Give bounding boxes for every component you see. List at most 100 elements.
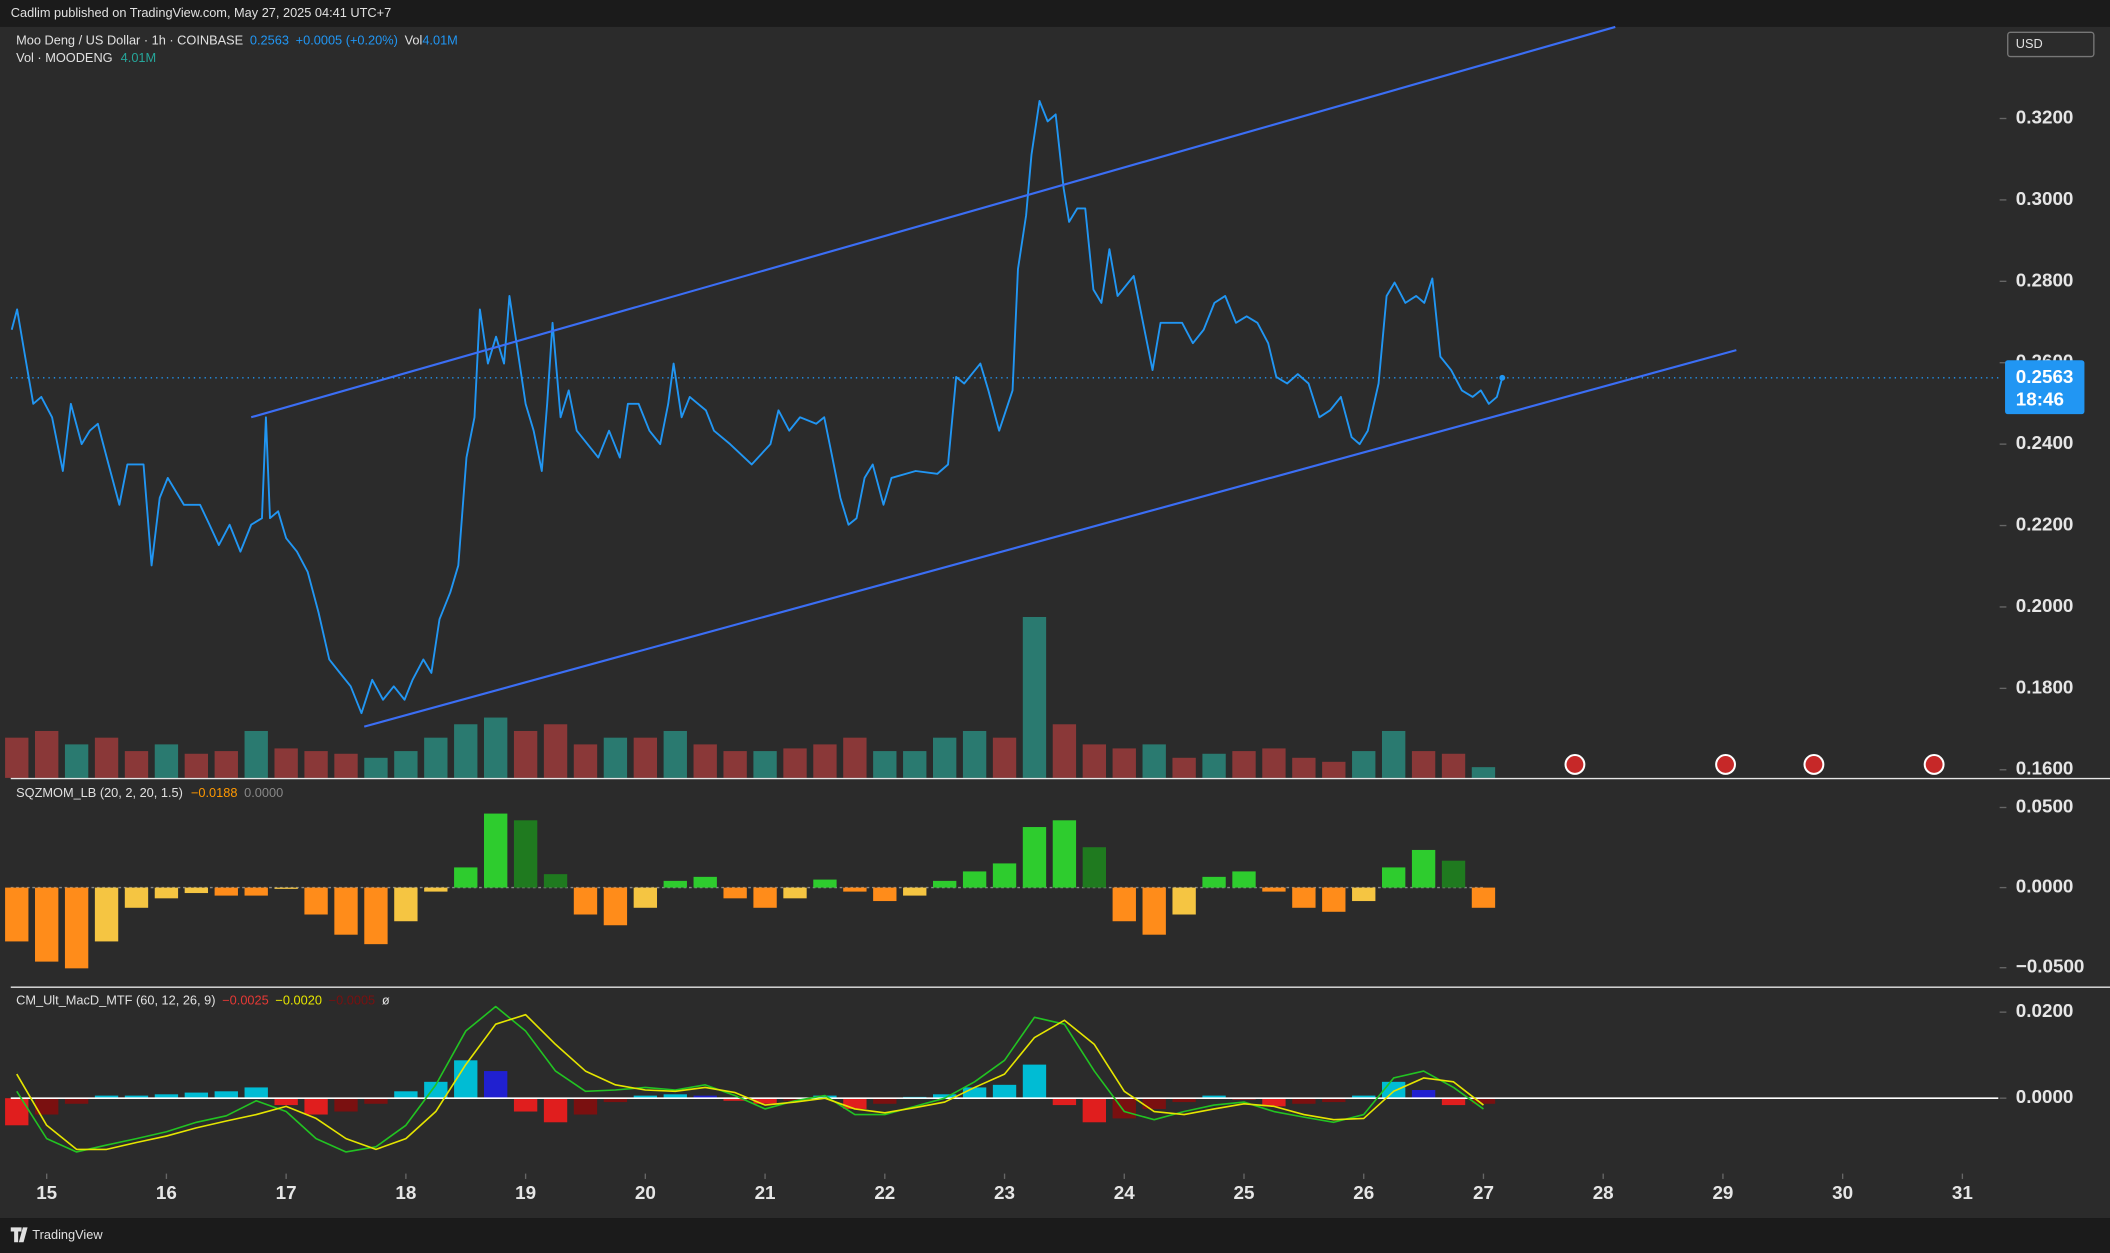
bar xyxy=(573,887,598,915)
bar xyxy=(1082,744,1107,778)
bar xyxy=(1172,757,1196,778)
x-tick-label: 28 xyxy=(1593,1182,1614,1203)
bar xyxy=(154,1094,179,1099)
bar xyxy=(693,876,717,888)
bar xyxy=(633,1095,658,1099)
bar xyxy=(454,1060,478,1099)
event-icon[interactable] xyxy=(1564,754,1586,775)
bar xyxy=(184,887,209,894)
x-tick-label: 23 xyxy=(994,1182,1015,1203)
bar xyxy=(154,744,179,778)
macd-mark: ø xyxy=(382,993,390,1008)
bar xyxy=(992,1084,1017,1099)
bar xyxy=(693,1095,717,1099)
macd-title: CM_Ult_MacD_MTF (60, 12, 26, 9) xyxy=(16,993,215,1008)
currency-box[interactable] xyxy=(2007,31,2095,58)
y-tick-label: 0.1800 xyxy=(2016,676,2074,697)
bar xyxy=(364,757,388,778)
x-tick-label: 25 xyxy=(1234,1182,1255,1203)
brand: TradingView xyxy=(32,1227,103,1242)
macd-legend: CM_Ult_MacD_MTF (60, 12, 26, 9) −0.0025 −0… xyxy=(16,993,390,1008)
sqz-legend: SQZMOM_LB (20, 2, 20, 1.5) −0.0188 0.0000 xyxy=(16,785,283,800)
bar xyxy=(35,887,59,962)
bar xyxy=(1322,761,1346,778)
bar xyxy=(35,1098,59,1115)
bar xyxy=(513,820,538,888)
bar xyxy=(992,737,1017,778)
bar xyxy=(304,751,328,778)
bar xyxy=(1381,730,1406,778)
vol: 4.01M xyxy=(422,33,457,48)
published: Cadlim published on TradingView.com, May… xyxy=(11,5,391,20)
y-tick-label: −0.0500 xyxy=(2016,956,2085,977)
x-tick-label: 15 xyxy=(36,1182,57,1203)
bar xyxy=(873,887,897,902)
line xyxy=(16,1005,1484,1153)
bar xyxy=(5,887,29,942)
bar xyxy=(633,737,658,778)
bar xyxy=(992,863,1017,888)
bar xyxy=(1441,860,1466,888)
bar xyxy=(783,748,807,778)
bar xyxy=(394,751,418,778)
bar xyxy=(394,887,418,922)
event-icon[interactable] xyxy=(1923,754,1945,775)
y-tick-label: 0.2200 xyxy=(2016,514,2074,535)
bar xyxy=(1142,887,1166,935)
y-tick-label: 0.0000 xyxy=(2016,876,2074,897)
bar xyxy=(1292,757,1316,778)
sqz-value: 0.0000 xyxy=(244,785,283,800)
bar xyxy=(1441,753,1466,778)
bar xyxy=(932,880,957,888)
bar xyxy=(274,1098,298,1106)
line xyxy=(10,100,1504,715)
vol-value: 4.01M xyxy=(121,51,156,66)
countdown: 18:46 xyxy=(2016,389,2064,410)
vol-title: Vol · MOODENG xyxy=(16,51,112,66)
bar xyxy=(1262,887,1286,892)
bar xyxy=(1052,724,1077,778)
macd-value: −0.0025 xyxy=(222,993,268,1008)
bar xyxy=(723,1098,747,1101)
bar xyxy=(1411,849,1436,888)
bar xyxy=(94,887,119,942)
event-icon[interactable] xyxy=(1803,754,1825,775)
bar xyxy=(693,744,717,778)
bar xyxy=(932,737,957,778)
bar xyxy=(214,1091,238,1099)
bar xyxy=(573,1098,598,1115)
y-tick-label: 0.2800 xyxy=(2016,269,2074,290)
event-icon[interactable] xyxy=(1715,754,1736,775)
bar xyxy=(783,887,807,899)
logo xyxy=(10,1227,28,1243)
bar xyxy=(1172,887,1196,915)
y-tick-label: 0.2400 xyxy=(2016,432,2074,453)
bar xyxy=(394,1091,418,1099)
y-tick-label: 0.0200 xyxy=(2016,1000,2074,1021)
x-tick-label: 27 xyxy=(1473,1182,1494,1203)
bar xyxy=(334,887,358,935)
bar xyxy=(304,887,328,915)
x-tick-label: 26 xyxy=(1353,1182,1374,1203)
bar xyxy=(513,1098,538,1112)
bar xyxy=(1471,887,1496,908)
y-tick-label: 0.3200 xyxy=(2016,106,2074,127)
bar xyxy=(843,1098,867,1109)
bar xyxy=(64,744,89,778)
bar xyxy=(424,887,448,892)
price-tag-label: 0.2563 xyxy=(2016,366,2074,387)
bar xyxy=(1112,748,1136,778)
vol-label: Vol xyxy=(405,33,423,48)
bar xyxy=(274,748,298,778)
bar xyxy=(1322,887,1346,912)
bar xyxy=(1292,1098,1316,1104)
bar xyxy=(364,887,388,945)
bar xyxy=(484,813,508,888)
bar xyxy=(1052,1098,1077,1106)
bar xyxy=(1202,753,1226,778)
line xyxy=(16,1013,1484,1151)
bar xyxy=(543,874,568,888)
bar xyxy=(903,887,927,896)
bar xyxy=(603,887,628,926)
